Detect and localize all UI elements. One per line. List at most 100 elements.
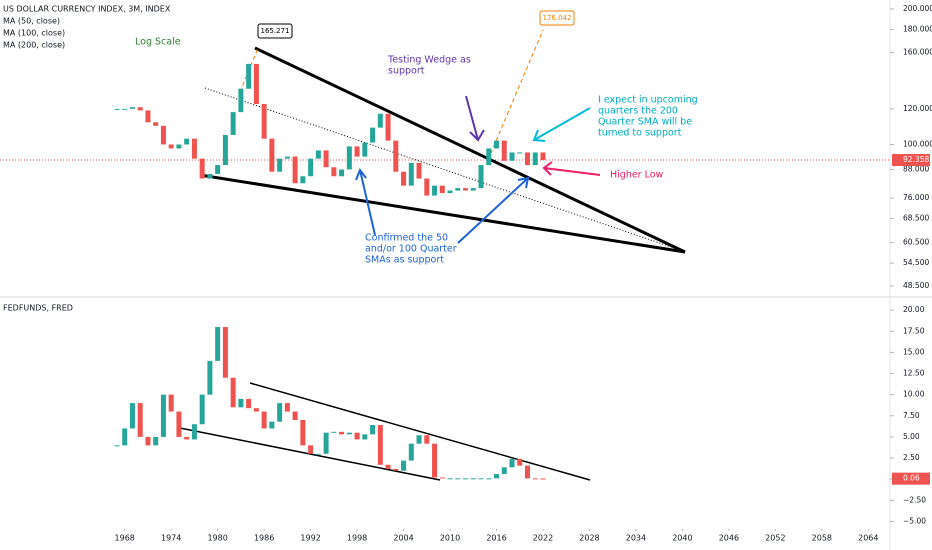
candle [246,398,252,409]
candle [253,408,259,412]
indicator: MA (50, close) [3,17,60,26]
annotation: Quarter SMA will be [598,117,692,128]
y-tick-label: 12.50 [903,369,925,378]
candle [439,477,445,479]
wedge-bottom [199,173,686,254]
candle [532,152,538,166]
fed-top-line [249,382,591,481]
candle [362,142,368,157]
candle [323,432,329,454]
candle [486,148,492,166]
annotation: SMAs as support [365,255,444,266]
annotation: Higher Low [610,170,664,181]
x-tick-label: 2034 [626,534,646,543]
x-tick-label: 1974 [161,534,181,543]
candle [292,156,298,184]
candle [501,140,507,161]
candle [137,107,143,111]
candle [168,144,174,149]
candle [284,156,290,159]
x-tick-label: 1968 [115,534,135,543]
arrow [355,167,376,236]
candle [463,188,469,191]
annotation: Log Scale [135,37,181,48]
candle [478,478,484,480]
y-tick-label: 15.00 [903,347,925,356]
last-price-label: 0.06 [903,474,920,483]
y-tick-label: 88.000 [903,164,929,173]
candle [153,436,159,446]
candle [176,411,182,437]
candle [160,125,166,145]
candle [153,122,159,126]
candle [517,152,523,154]
candle [339,169,345,177]
candle [191,424,197,440]
candle [424,435,430,444]
x-tick-label: 2040 [672,534,692,543]
candle [501,467,507,475]
candle [129,107,135,109]
candle [277,158,283,172]
x-tick-label: 2064 [858,534,878,543]
candle [416,162,422,179]
candle [377,113,383,128]
candle [524,152,530,166]
x-tick-label: 1992 [300,534,320,543]
candle [408,443,414,461]
y-tick-label: −2.50 [903,495,926,504]
candle [370,425,376,435]
candle [308,445,314,454]
candle [238,398,244,408]
x-tick-label: 2022 [533,534,553,543]
indicator: MA (100, close) [3,29,65,38]
candle [393,469,399,471]
x-tick-label: 2028 [579,534,599,543]
annotation: and/or 100 Quarter [365,244,457,255]
y-tick-label: 76.000 [903,193,929,202]
candle [370,127,376,143]
candle [540,478,546,480]
y-tick-label: 60.500 [903,238,929,247]
callout-box [539,10,575,26]
candle [377,425,383,465]
candle [176,144,182,149]
candle [199,394,205,425]
candle [207,360,213,395]
fed-bottom-line [179,427,441,481]
annotation: I expect in upcoming [598,95,698,106]
callout-box [257,23,293,39]
candle [540,152,546,161]
arrow [532,107,591,142]
candle [331,431,337,433]
x-tick-label: 1998 [347,534,367,543]
candle [432,443,438,478]
candle [455,478,461,480]
x-tick-label: 2046 [719,534,739,543]
candle [184,436,190,440]
candle [509,152,515,161]
x-tick-label: 2058 [812,534,832,543]
candle [478,165,484,189]
candle [145,110,151,123]
candle [261,104,267,139]
candle [215,165,221,174]
annotation: turned to support [598,128,682,139]
candle [207,173,213,179]
candle [114,108,120,110]
y-tick-label: 7.50 [903,411,920,420]
y-tick-label: 160.000 [903,48,932,57]
chart-title: FEDFUNDS, FRED [3,304,73,313]
candle [184,138,190,145]
candle [486,478,492,480]
candle [447,190,453,194]
candle [222,327,228,378]
x-tick-label: 2052 [765,534,785,543]
candle [509,458,515,468]
candle [470,478,476,480]
candle [385,464,391,470]
candle [424,178,430,196]
candle [122,428,128,446]
last-price-box [892,154,930,167]
